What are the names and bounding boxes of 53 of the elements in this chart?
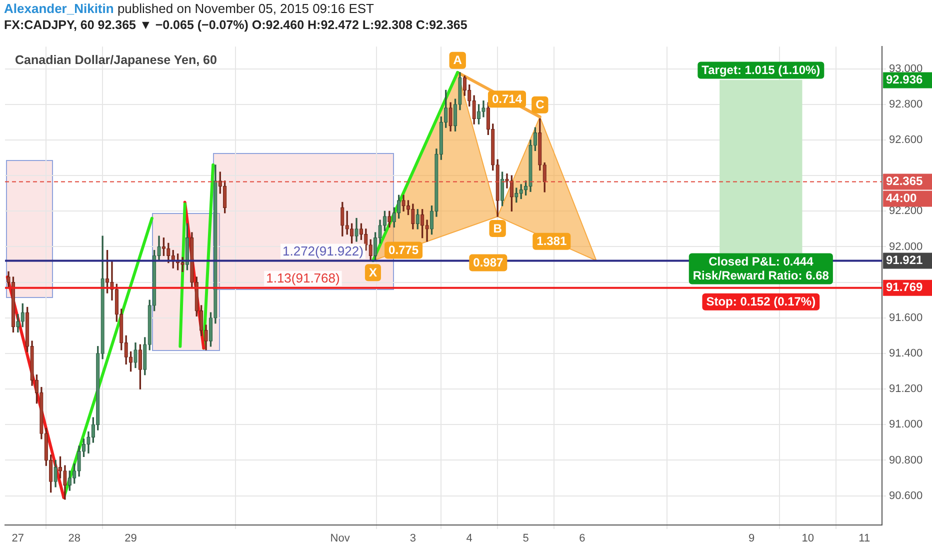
ref-line-label: 91.769 bbox=[886, 280, 924, 294]
annotation: Stop: 0.152 (0.17%) bbox=[706, 294, 816, 309]
data-label: Target: 1.015 (1.10%) bbox=[702, 63, 820, 78]
x-tick-label: 4 bbox=[466, 532, 472, 545]
y-tick-label: 92.800 bbox=[889, 98, 923, 110]
x-tick-label: 29 bbox=[124, 532, 137, 545]
y-tick-label: 92.600 bbox=[889, 134, 923, 146]
y-tick-label: 91.600 bbox=[889, 312, 923, 324]
x-tick-label: 9 bbox=[748, 532, 755, 545]
annotation: 1.13(91.768) bbox=[266, 270, 340, 286]
y-tick-label: 92.200 bbox=[889, 205, 923, 218]
chart-subtitle: FX:CADJPY, 60 92.365 ▼ −0.065 (−0.07%) O:92.460 H:92.472 L:92.308 C:92.365 bbox=[4, 17, 468, 34]
x-tick-label: Nov bbox=[330, 532, 350, 545]
candlestick bbox=[185, 223, 190, 270]
candlestick bbox=[58, 456, 62, 478]
x-tick-label: 11 bbox=[858, 532, 870, 545]
annotation: Canadian Dollar/Japanese Yen, 60 bbox=[15, 53, 217, 68]
candlestick bbox=[453, 98, 458, 132]
annotation: 1.381 bbox=[536, 234, 567, 248]
annotation: 0.714 bbox=[492, 92, 522, 106]
candlestick bbox=[476, 104, 481, 124]
x-tick-label: 28 bbox=[68, 532, 80, 545]
y-tick-label: 93.000 bbox=[889, 62, 923, 75]
annotation: 0.987 bbox=[473, 256, 504, 270]
y-tick-label: 91.000 bbox=[889, 418, 923, 431]
text: 44:00 bbox=[886, 191, 918, 206]
annotation: X bbox=[368, 265, 377, 280]
y-tick-label: 90.600 bbox=[889, 490, 923, 502]
x-tick-label: 5 bbox=[522, 532, 529, 545]
x-tick-label: 27 bbox=[12, 532, 24, 545]
y-tick-label: 91.200 bbox=[889, 383, 923, 396]
x-tick-label: 3 bbox=[410, 532, 416, 545]
candlestick bbox=[11, 276, 16, 332]
x-tick-label: 10 bbox=[802, 532, 814, 545]
y-tick-label: 90.800 bbox=[889, 454, 923, 466]
annotation: Closed P&L: 0.444 Risk/Reward Ratio: 6.68 bbox=[692, 254, 830, 283]
candlestick bbox=[425, 220, 429, 242]
chart-title: Alexander_Nikitin published on November 05, 2015 09:16 EST bbox=[4, 0, 375, 17]
annotation: B bbox=[493, 221, 502, 236]
candlestick bbox=[382, 210, 387, 232]
annotation: A bbox=[453, 53, 462, 68]
y-tick-label: 91.400 bbox=[889, 348, 923, 360]
ref-line-label: 92.365 bbox=[886, 174, 924, 188]
annotation: 1.272(91.922) bbox=[282, 243, 364, 258]
candlestick bbox=[500, 172, 504, 206]
ref-line-label: 91.921 bbox=[886, 253, 924, 268]
x-tick-label: 6 bbox=[579, 532, 586, 545]
annotation: C bbox=[536, 98, 545, 112]
annotation: 0.775 bbox=[388, 243, 419, 258]
candlestick bbox=[105, 250, 110, 294]
candlestick bbox=[208, 312, 213, 347]
text: 92.936 bbox=[886, 72, 924, 87]
y-tick-label: 92.000 bbox=[889, 240, 923, 253]
